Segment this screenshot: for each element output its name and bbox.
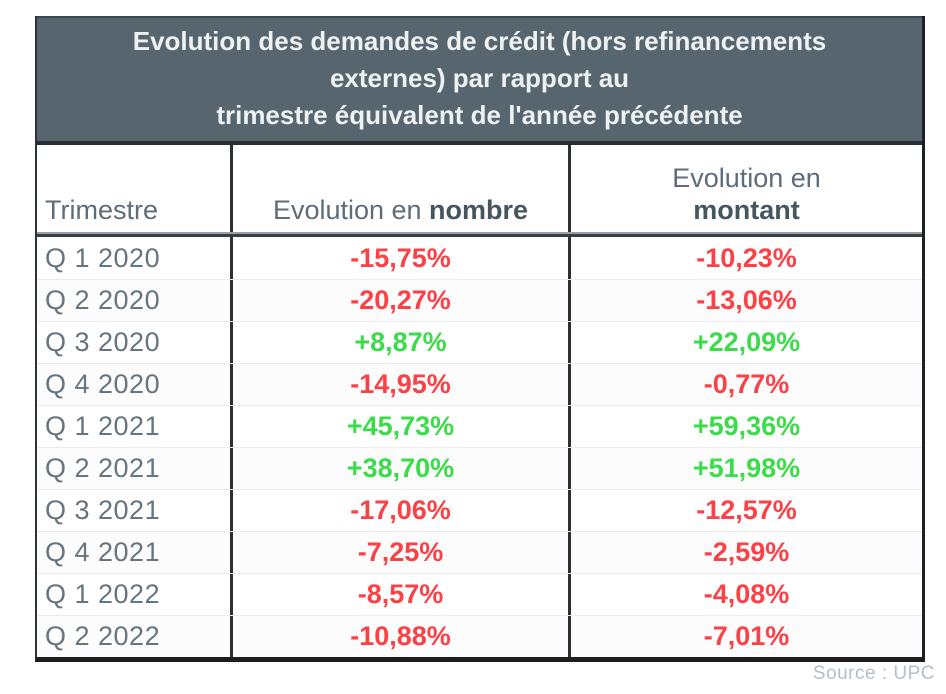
table-row: Q 4 2020 -14,95% -0,77% (37, 363, 922, 405)
quarter-cell: Q 4 2020 (45, 369, 161, 399)
header-divider (37, 232, 922, 237)
column-header-row: Trimestre Evolution en nombre Evolution … (37, 145, 922, 232)
quarter-cell: Q 3 2021 (45, 495, 161, 525)
table-row: Q 2 2021 +38,70% +51,98% (37, 447, 922, 489)
table-row: Q 1 2020 -15,75% -10,23% (37, 237, 922, 279)
nombre-value-cell: -15,75% (230, 237, 568, 279)
table-row: Q 2 2020 -20,27% -13,06% (37, 279, 922, 321)
source-label: Source : UPC (812, 663, 935, 684)
nombre-value-cell: -10,88% (230, 616, 568, 657)
nombre-value-cell: -7,25% (230, 532, 568, 573)
table-title: Evolution des demandes de crédit (hors r… (37, 16, 922, 145)
quarter-cell: Q 2 2022 (45, 621, 161, 651)
montant-value-cell: +22,09% (568, 322, 922, 363)
table-row: Q 1 2022 -8,57% -4,08% (37, 573, 922, 615)
montant-value-cell: -4,08% (568, 574, 922, 615)
nombre-value-cell: -20,27% (230, 280, 568, 321)
nombre-bold: nombre (429, 195, 529, 225)
table-row: Q 1 2021 +45,73% +59,36% (37, 405, 922, 447)
montant-value-cell: -7,01% (568, 616, 922, 657)
quarter-cell: Q 3 2020 (45, 327, 161, 357)
montant-line1: Evolution en (672, 163, 821, 193)
table-title-line-1: Evolution des demandes de crédit (hors r… (132, 26, 827, 56)
quarter-cell: Q 1 2021 (45, 411, 161, 441)
table-title-line-3: trimestre équivalent de l'année précéden… (216, 100, 743, 130)
table-body: Q 1 2020 -15,75% -10,23% Q 2 2020 -20,27… (37, 237, 922, 657)
montant-value-cell: -13,06% (568, 280, 922, 321)
table-row: Q 3 2020 +8,87% +22,09% (37, 321, 922, 363)
nombre-prefix: Evolution en (272, 195, 430, 225)
montant-bold: montant (693, 195, 800, 225)
nombre-value-cell: +38,70% (230, 448, 568, 489)
nombre-value-cell: -14,95% (230, 364, 568, 405)
nombre-value-cell: +45,73% (230, 406, 568, 447)
quarter-cell: Q 2 2020 (45, 285, 161, 315)
quarter-cell: Q 1 2020 (45, 242, 161, 273)
table-row: Q 2 2022 -10,88% -7,01% (37, 615, 922, 657)
montant-value-cell: -2,59% (568, 532, 922, 573)
montant-value-cell: -12,57% (568, 490, 922, 531)
column-header-montant: Evolution en montant (568, 145, 922, 232)
column-header-nombre: Evolution en nombre (230, 145, 568, 232)
montant-value-cell: +51,98% (568, 448, 922, 489)
table-title-line-2: externes) par rapport au (329, 63, 630, 93)
montant-value-cell: +59,36% (568, 406, 922, 447)
montant-value-cell: -0,77% (568, 364, 922, 405)
nombre-value-cell: -8,57% (230, 574, 568, 615)
column-header-trimestre: Trimestre (37, 145, 230, 232)
nombre-value-cell: -17,06% (230, 490, 568, 531)
quarter-cell: Q 4 2021 (45, 537, 161, 567)
montant-value-cell: -10,23% (568, 237, 922, 279)
column-header-nombre-label: Evolution en nombre (273, 194, 528, 226)
column-header-trimestre-label: Trimestre (45, 195, 158, 225)
nombre-value-cell: +8,87% (230, 322, 568, 363)
table-row: Q 3 2021 -17,06% -12,57% (37, 489, 922, 531)
quarter-cell: Q 2 2021 (45, 453, 161, 483)
quarter-cell: Q 1 2022 (45, 579, 161, 609)
table-row: Q 4 2021 -7,25% -2,59% (37, 531, 922, 573)
credit-evolution-table: Evolution des demandes de crédit (hors r… (35, 16, 925, 662)
